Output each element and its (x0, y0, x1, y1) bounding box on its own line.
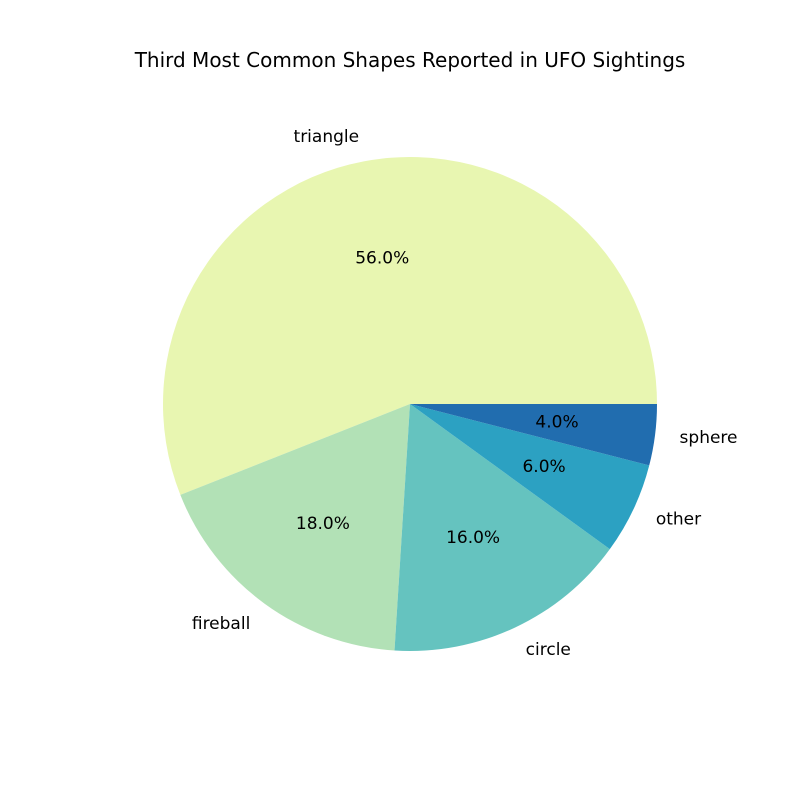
slice-label-fireball: fireball (192, 614, 250, 634)
slice-percent-triangle: 56.0% (355, 248, 409, 268)
slice-percent-sphere: 4.0% (535, 413, 578, 433)
pie-labels: triangle 56.0% fireball 18.0% circle 16.0% oth… (192, 127, 738, 660)
slice-percent-circle: 16.0% (446, 528, 500, 548)
pie-slice-circle (394, 404, 610, 651)
slice-percent-fireball: 18.0% (296, 514, 350, 534)
pie-slices (163, 156, 657, 651)
pie-slice-sphere (410, 404, 657, 466)
slice-label-other: other (656, 510, 701, 530)
slice-label-sphere: sphere (680, 428, 738, 448)
pie-slice-triangle (163, 156, 657, 495)
slice-label-triangle: triangle (294, 127, 360, 147)
slice-label-circle: circle (526, 640, 571, 660)
chart-title: Third Most Common Shapes Reported in UFO… (134, 48, 686, 72)
slice-percent-other: 6.0% (522, 457, 565, 477)
pie-slice-fireball (180, 404, 410, 651)
pie-slice-other (410, 404, 650, 550)
